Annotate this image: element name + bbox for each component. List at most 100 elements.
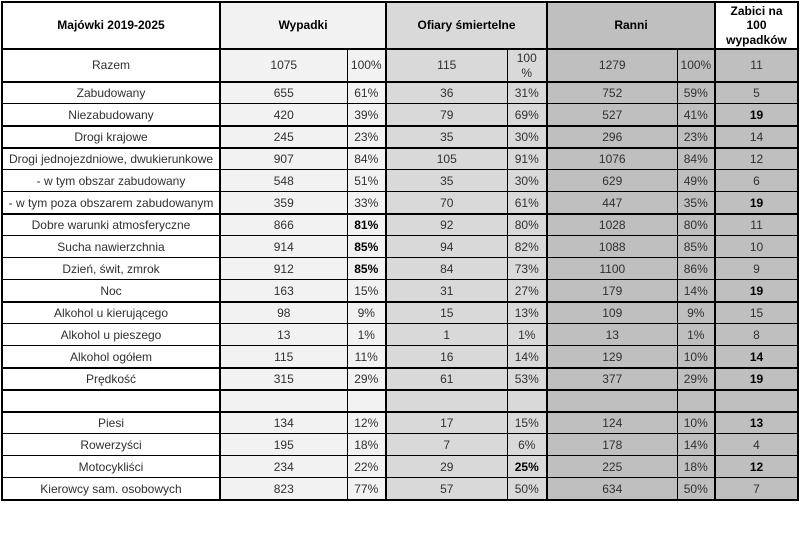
- ofiary-percent-cell: 15%: [506, 410, 548, 435]
- ranni-percent-cell: 100%: [676, 48, 716, 83]
- zabici-per-100-cell: 6: [714, 169, 799, 193]
- ofiary-percent-cell: 61%: [506, 191, 548, 215]
- row-label-cell: [1, 388, 221, 413]
- wypadki-count-cell: 163: [219, 279, 348, 303]
- row-label-cell: Dzień, świt, zmrok: [1, 257, 221, 281]
- ranni-count-cell: 1100: [546, 257, 678, 281]
- table-row: Zabudowany 655 61% 36 31% 752 59% 5: [1, 80, 799, 105]
- table-row: - w tym poza obszarem zabudowanym 359 33% 7…: [1, 191, 799, 215]
- ranni-count-cell: 527: [546, 103, 678, 127]
- wypadki-percent-cell: 23%: [346, 124, 387, 149]
- ranni-percent-cell: 29%: [676, 366, 716, 391]
- zabici-per-100-cell: 12: [714, 455, 799, 479]
- zabici-per-100-cell: 19: [714, 103, 799, 127]
- ranni-count-cell: 296: [546, 124, 678, 149]
- col-header-wypadki: Wypadki: [219, 1, 387, 51]
- ranni-percent-cell: 85%: [676, 235, 716, 259]
- wypadki-count-cell: 866: [219, 212, 348, 237]
- ranni-count-cell: 13: [546, 323, 678, 347]
- ofiary-count-cell: 92: [385, 212, 508, 237]
- zabici-per-100-cell: 8: [714, 323, 799, 347]
- ofiary-count-cell: 1: [385, 323, 508, 347]
- table-row: Rowerzyści 195 18% 7 6% 178 14% 4: [1, 433, 799, 457]
- wypadki-count-cell: 548: [219, 169, 348, 193]
- wypadki-count-cell: 115: [219, 345, 348, 369]
- zabici-per-100-cell: 11: [714, 212, 799, 237]
- table-row: Drogi krajowe 245 23% 35 30% 296 23% 14: [1, 124, 799, 149]
- ranni-count-cell: 178: [546, 433, 678, 457]
- ranni-count-cell: 179: [546, 279, 678, 303]
- table-row: Piesi 134 12% 17 15% 124 10% 13: [1, 410, 799, 435]
- zabici-per-100-cell: 5: [714, 80, 799, 105]
- wypadki-percent-cell: 29%: [346, 366, 387, 391]
- zabici-per-100-cell: 7: [714, 477, 799, 501]
- wypadki-count-cell: 420: [219, 103, 348, 127]
- spacer-row: [1, 388, 799, 413]
- wypadki-percent-cell: 100%: [346, 48, 387, 83]
- ofiary-percent-cell: 13%: [506, 300, 548, 325]
- wypadki-percent-cell: 33%: [346, 191, 387, 215]
- ofiary-percent-cell: 25%: [506, 455, 548, 479]
- wypadki-count-cell: 359: [219, 191, 348, 215]
- wypadki-percent-cell: 81%: [346, 212, 387, 237]
- zabici-per-100-cell: 10: [714, 235, 799, 259]
- ofiary-percent-cell: 6%: [506, 433, 548, 457]
- ranni-percent-cell: 10%: [676, 410, 716, 435]
- ranni-percent-cell: 23%: [676, 124, 716, 149]
- zabici-per-100-cell: 14: [714, 345, 799, 369]
- ofiary-percent-cell: [506, 388, 548, 413]
- ranni-percent-cell: 41%: [676, 103, 716, 127]
- ofiary-count-cell: 57: [385, 477, 508, 501]
- row-label-cell: Noc: [1, 279, 221, 303]
- row-label-cell: Kierowcy sam. osobowych: [1, 477, 221, 501]
- wypadki-percent-cell: 85%: [346, 257, 387, 281]
- wypadki-count-cell: 315: [219, 366, 348, 391]
- wypadki-count-cell: 1075: [219, 48, 348, 83]
- ranni-count-cell: 109: [546, 300, 678, 325]
- wypadki-percent-cell: 22%: [346, 455, 387, 479]
- wypadki-count-cell: 245: [219, 124, 348, 149]
- ofiary-percent-cell: 14%: [506, 345, 548, 369]
- row-label-cell: Motocykliści: [1, 455, 221, 479]
- ofiary-percent-cell: 27%: [506, 279, 548, 303]
- ranni-count-cell: 634: [546, 477, 678, 501]
- wypadki-percent-cell: 18%: [346, 433, 387, 457]
- ofiary-count-cell: 17: [385, 410, 508, 435]
- ranni-percent-cell: 14%: [676, 433, 716, 457]
- wypadki-count-cell: 914: [219, 235, 348, 259]
- ofiary-percent-cell: 1%: [506, 323, 548, 347]
- zabici-per-100-cell: 9: [714, 257, 799, 281]
- wypadki-count-cell: 655: [219, 80, 348, 105]
- table-body: Razem 1075 100% 115 100 % 1279 100% 11 Zabudowan…: [1, 48, 799, 501]
- accident-statistics-table: Majówki 2019-2025 Wypadki Ofiary śmierte…: [1, 1, 800, 501]
- row-label-cell: Drogi jednojezdniowe, dwukierunkowe: [1, 146, 221, 171]
- wypadki-count-cell: 912: [219, 257, 348, 281]
- wypadki-count-cell: 134: [219, 410, 348, 435]
- ofiary-percent-cell: 30%: [506, 169, 548, 193]
- table-row: Motocykliści 234 22% 29 25% 225 18% 12: [1, 455, 799, 479]
- ranni-count-cell: 1076: [546, 146, 678, 171]
- wypadki-count-cell: 234: [219, 455, 348, 479]
- wypadki-percent-cell: 51%: [346, 169, 387, 193]
- ranni-percent-cell: 80%: [676, 212, 716, 237]
- ranni-count-cell: 1088: [546, 235, 678, 259]
- row-label-cell: Rowerzyści: [1, 433, 221, 457]
- zabici-per-100-cell: 12: [714, 146, 799, 171]
- ofiary-percent-cell: 91%: [506, 146, 548, 171]
- ranni-percent-cell: 10%: [676, 345, 716, 369]
- ranni-count-cell: 629: [546, 169, 678, 193]
- ofiary-percent-cell: 100 %: [506, 48, 548, 83]
- wypadki-percent-cell: 12%: [346, 410, 387, 435]
- wypadki-percent-cell: 15%: [346, 279, 387, 303]
- ofiary-count-cell: 35: [385, 169, 508, 193]
- ranni-count-cell: 225: [546, 455, 678, 479]
- col-header-zabici-na-100: Zabici na 100 wypadków: [714, 1, 799, 51]
- table-row: Kierowcy sam. osobowych 823 77% 57 50% 634 50%…: [1, 477, 799, 501]
- zabici-per-100-cell: 4: [714, 433, 799, 457]
- ranni-count-cell: 1279: [546, 48, 678, 83]
- ofiary-count-cell: 16: [385, 345, 508, 369]
- table-row: Niezabudowany 420 39% 79 69% 527 41% 19: [1, 103, 799, 127]
- ofiary-count-cell: [385, 388, 508, 413]
- wypadki-percent-cell: 61%: [346, 80, 387, 105]
- zabici-per-100-cell: 11: [714, 48, 799, 83]
